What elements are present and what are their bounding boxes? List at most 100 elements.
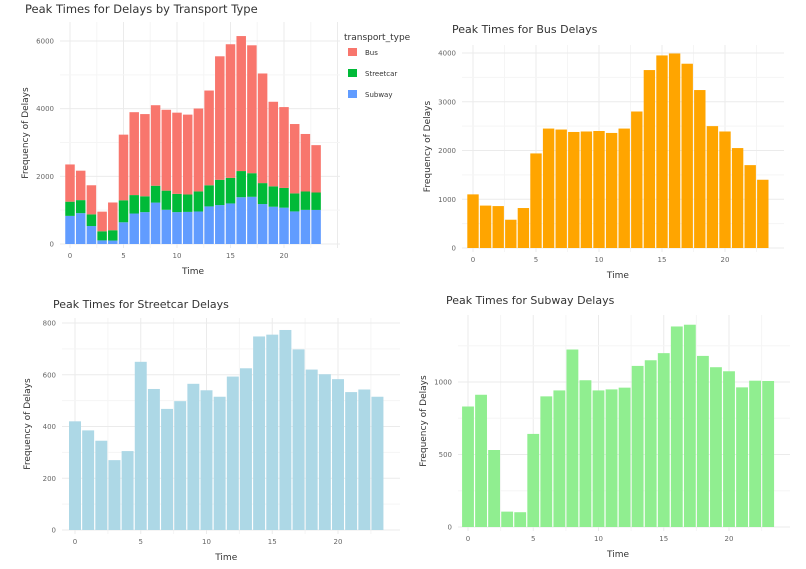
bar-streetcar (75, 200, 86, 214)
bar (305, 369, 318, 530)
bar (542, 128, 555, 248)
bar-subway (108, 240, 118, 244)
bar-subway (215, 205, 225, 244)
x-tick-label: 5 (139, 538, 143, 546)
bar-subway (311, 209, 321, 244)
x-tick-label: 5 (121, 252, 125, 260)
bar (332, 379, 344, 530)
bar-bus (140, 114, 150, 197)
bar-streetcar (300, 191, 311, 210)
bar-bus (182, 114, 193, 195)
bar-streetcar (257, 183, 268, 205)
bar-subway (65, 215, 75, 244)
bar-streetcar (86, 214, 97, 227)
bar-streetcar (65, 201, 75, 216)
bar-bus (279, 107, 289, 188)
x-axis-label: Time (606, 271, 629, 281)
bar-streetcar (268, 186, 279, 207)
x-tick-label: 20 (334, 538, 343, 546)
bar-bus (311, 145, 321, 193)
bar (488, 450, 501, 527)
bar (213, 396, 226, 530)
bar-bus (225, 44, 236, 178)
bar (475, 394, 487, 527)
bar-subway (279, 207, 289, 244)
bar (723, 371, 735, 527)
bar (670, 326, 683, 527)
bar-bus (86, 185, 97, 215)
y-tick-label: 600 (43, 371, 56, 379)
bar-subway (268, 206, 279, 244)
chart-title: Peak Times for Streetcar Delays (53, 298, 229, 311)
bar-streetcar (311, 192, 321, 210)
bar (527, 433, 540, 527)
bar-streetcar (140, 196, 150, 213)
bar (643, 70, 656, 248)
bar (121, 451, 134, 530)
bar-bus (161, 109, 172, 191)
bar-bus (268, 101, 279, 187)
bar (540, 396, 553, 527)
bar (757, 179, 769, 248)
bar-subway (86, 226, 97, 244)
bar-bus (236, 36, 246, 172)
bar-subway (172, 212, 182, 244)
bar-bus (289, 124, 300, 194)
bar (657, 353, 670, 527)
legend-swatch-subway (348, 90, 357, 98)
y-tick-label: 800 (43, 320, 56, 328)
bar (253, 336, 266, 530)
bar-streetcar (150, 185, 161, 203)
bar (593, 131, 605, 248)
x-tick-label: 20 (725, 535, 734, 543)
y-axis-label: Frequency of Delays (419, 375, 429, 467)
bar-bus (247, 45, 257, 174)
legend-label-bus: Bus (365, 49, 378, 57)
bar-subway (225, 203, 236, 244)
bar-streetcar (161, 190, 172, 210)
bar-bus (108, 202, 118, 231)
bar-bus (150, 105, 161, 186)
bar-bus (257, 73, 268, 184)
bar (187, 383, 200, 530)
x-tick-label: 10 (173, 252, 182, 260)
y-tick-label: 1000 (438, 196, 456, 204)
bar-streetcar (236, 171, 246, 198)
bar (592, 390, 605, 527)
y-tick-label: 2000 (438, 147, 456, 155)
bar (292, 349, 305, 530)
bar (266, 334, 279, 530)
y-axis-label: Frequency of Delays (23, 378, 33, 470)
bar (200, 390, 213, 530)
bar (618, 128, 630, 248)
bar (568, 131, 580, 248)
bar (69, 421, 81, 530)
bar (744, 165, 756, 248)
bar-streetcar (182, 194, 193, 212)
bar (505, 219, 517, 248)
bar-bus (118, 134, 129, 201)
bar (553, 390, 566, 527)
x-tick-label: 10 (594, 535, 603, 543)
bar (656, 55, 668, 248)
y-tick-label: 0 (452, 245, 456, 253)
bar (82, 430, 95, 530)
y-tick-label: 4000 (438, 50, 456, 58)
bar (467, 194, 479, 248)
x-tick-label: 5 (531, 535, 535, 543)
x-tick-label: 0 (466, 535, 470, 543)
x-tick-label: 15 (268, 538, 277, 546)
bar (566, 349, 579, 527)
bar-bus (215, 56, 225, 180)
bar-streetcar (289, 193, 300, 212)
bar-subway (193, 211, 204, 244)
bar (706, 126, 719, 248)
y-tick-label: 200 (43, 475, 56, 483)
bar (618, 387, 631, 527)
bar (681, 63, 693, 248)
y-tick-label: 0 (448, 524, 452, 532)
legend-label-subway: Subway (365, 91, 392, 99)
bar-bus (129, 112, 139, 196)
bar-subway (129, 213, 139, 244)
